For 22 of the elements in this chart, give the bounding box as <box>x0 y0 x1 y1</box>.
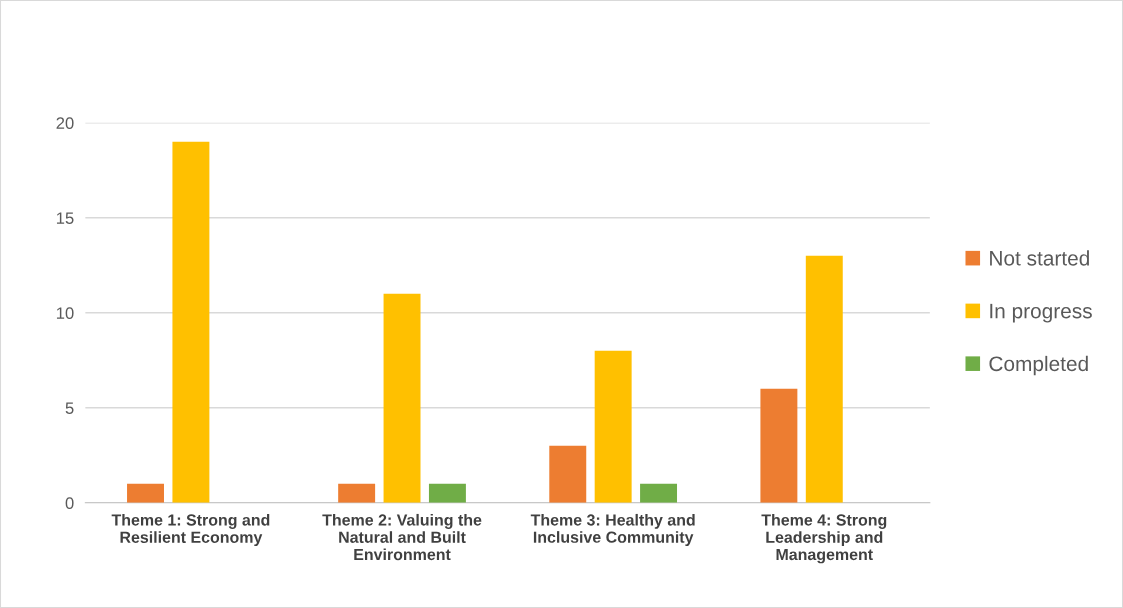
y-tick-label: 15 <box>56 212 74 225</box>
y-tick-label: 20 <box>56 117 74 130</box>
bar <box>428 483 466 503</box>
y-tick-label: 0 <box>65 497 74 510</box>
y-tick-label: 5 <box>65 402 74 415</box>
legend-label: Not started <box>990 250 1089 266</box>
x-tick-label: Theme 3: Healthy and Inclusive Community <box>530 513 695 547</box>
bar <box>760 388 798 503</box>
x-tick-label: Theme 4: Strong Leadership and Management <box>761 513 887 564</box>
x-tick-label: Theme 2: Valuing the Natural and Built Environment <box>322 513 482 561</box>
bar <box>127 483 164 503</box>
bar <box>805 255 843 503</box>
y-tick-label: 10 <box>56 307 74 320</box>
legend-label: Completed <box>989 355 1088 376</box>
x-tick-label: Theme 1: Strong and Resilient Economy <box>111 513 270 547</box>
bar <box>338 483 376 503</box>
bar <box>594 350 632 503</box>
bar <box>549 445 587 503</box>
bar <box>383 293 421 503</box>
legend-label: In progress <box>990 303 1092 323</box>
bar <box>640 483 678 503</box>
bar <box>172 141 210 503</box>
